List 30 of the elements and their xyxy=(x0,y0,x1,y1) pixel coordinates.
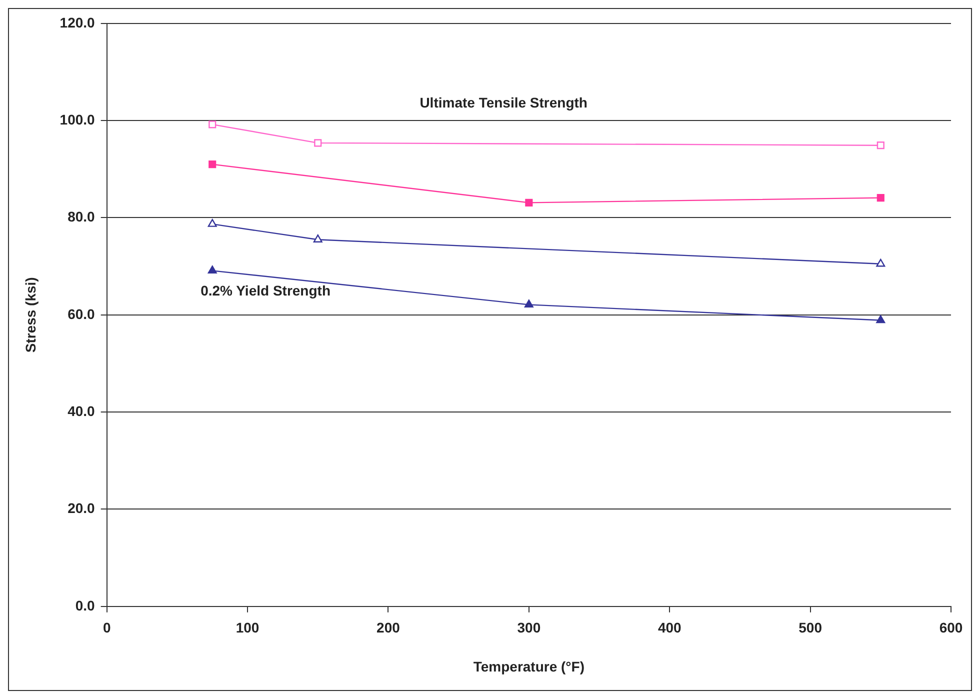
y-tick-label: 100.0 xyxy=(60,111,96,128)
point xyxy=(208,120,216,128)
x-tick-label: 100 xyxy=(236,620,260,636)
point xyxy=(313,234,322,242)
y-tick-label: 80.0 xyxy=(68,208,96,225)
point xyxy=(314,139,322,147)
point xyxy=(525,198,533,206)
x-tick-label: 300 xyxy=(517,620,541,636)
x-tick-label: 500 xyxy=(798,620,822,636)
annotation: 0.2% Yield Strength xyxy=(200,282,331,298)
annotation: Ultimate Tensile Strength xyxy=(420,94,588,111)
point xyxy=(208,160,216,168)
y-axis-title: Stress (ksi) xyxy=(22,277,38,353)
y-tick-label: 40.0 xyxy=(68,402,96,419)
point xyxy=(876,142,884,150)
x-tick-label: 400 xyxy=(658,620,682,636)
y-tick-label: 20.0 xyxy=(68,500,96,516)
y-tick-label: 60.0 xyxy=(68,306,96,322)
x-tick-label: 600 xyxy=(939,620,963,636)
x-tick-label: 200 xyxy=(376,620,400,636)
point xyxy=(876,194,884,202)
point xyxy=(876,258,886,267)
point xyxy=(208,266,217,274)
x-tick-label: 0 xyxy=(102,620,111,636)
point xyxy=(208,218,217,227)
x-axis-title: Temperature (°F) xyxy=(473,658,584,674)
y-tick-label: 0.0 xyxy=(75,597,96,614)
point xyxy=(524,300,534,308)
point xyxy=(876,315,886,324)
y-tick-label: 120.0 xyxy=(60,14,96,30)
